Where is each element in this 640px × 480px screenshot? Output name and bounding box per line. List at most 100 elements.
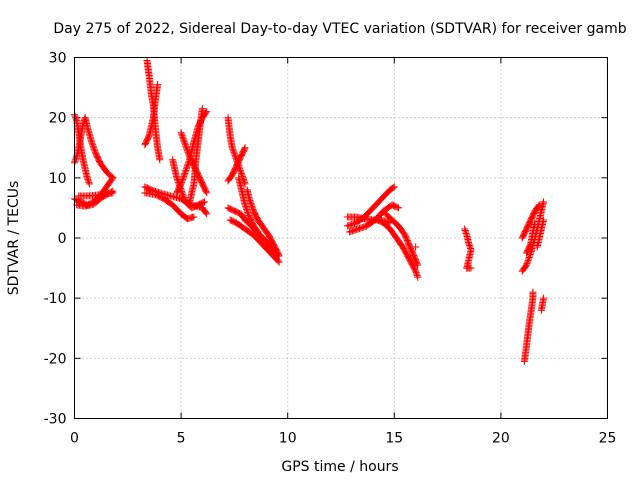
data-point-marker <box>84 175 92 183</box>
data-point-marker <box>85 180 93 188</box>
data-point-marker <box>173 174 181 182</box>
data-point-marker <box>350 226 358 234</box>
data-point-marker <box>360 223 368 231</box>
data-point-marker <box>241 201 249 209</box>
data-point-marker <box>412 267 420 275</box>
data-point-marker <box>179 175 187 183</box>
data-point-marker <box>72 114 80 122</box>
data-point-marker <box>525 255 533 263</box>
x-tick-label: 15 <box>385 431 403 447</box>
data-point-marker <box>390 183 398 191</box>
data-point-marker <box>89 142 97 150</box>
y-tick-label: 30 <box>49 51 67 67</box>
data-point-marker <box>343 222 351 230</box>
data-point-marker <box>237 169 245 177</box>
data-point-marker <box>179 174 187 182</box>
data-point-marker <box>179 133 187 141</box>
data-point-marker <box>185 159 193 167</box>
series-arc-11 <box>169 156 209 212</box>
data-point-marker <box>181 169 189 177</box>
data-point-marker <box>535 201 543 209</box>
series-arc-32 <box>520 288 537 365</box>
data-point-marker <box>180 172 188 180</box>
data-point-marker <box>461 225 469 233</box>
data-point-marker <box>109 189 117 197</box>
data-point-marker <box>414 261 422 269</box>
data-point-marker <box>524 257 532 265</box>
data-point-marker <box>156 193 164 201</box>
data-point-marker <box>178 132 186 140</box>
y-axis-label: SDTVAR / TECUs <box>6 181 22 296</box>
data-point-marker <box>180 195 188 203</box>
y-tick-label: -20 <box>44 351 67 367</box>
data-point-marker <box>177 180 185 188</box>
data-point-marker <box>540 216 548 224</box>
data-point-marker <box>72 115 80 123</box>
series-arc-29 <box>518 201 543 242</box>
data-point-marker <box>199 199 207 207</box>
data-point-marker <box>413 270 421 278</box>
data-point-marker <box>236 166 244 174</box>
data-point-marker <box>413 260 421 268</box>
series-arc-2 <box>71 111 93 188</box>
plot-frame <box>74 57 608 419</box>
data-point-marker <box>412 269 420 277</box>
data-point-marker <box>91 147 99 155</box>
series-arc-13 <box>186 105 206 206</box>
data-point-marker <box>275 252 283 260</box>
series-arc-27 <box>463 264 475 272</box>
data-point-marker <box>230 150 238 158</box>
series-arc-7 <box>141 81 162 149</box>
data-point-marker <box>275 251 283 259</box>
data-point-marker <box>154 81 162 89</box>
data-point-marker <box>348 220 356 228</box>
data-point-marker <box>156 156 164 164</box>
data-point-marker <box>72 154 80 162</box>
y-tick-label: -10 <box>44 291 67 307</box>
x-tick-label: 20 <box>492 431 510 447</box>
data-point-marker <box>180 138 188 146</box>
data-point-marker <box>253 227 261 235</box>
data-point-marker <box>85 178 93 186</box>
data-point-marker <box>355 224 363 232</box>
data-point-marker <box>466 243 474 251</box>
data-point-marker <box>540 294 548 302</box>
data-point-marker <box>531 219 539 227</box>
data-point-marker <box>88 139 96 147</box>
data-point-marker <box>201 198 209 206</box>
data-point-marker <box>203 189 211 197</box>
series-arc-26 <box>461 225 475 272</box>
data-point-marker <box>246 196 254 204</box>
series-arc-24 <box>382 210 422 269</box>
data-point-marker <box>185 157 193 165</box>
data-point-marker <box>353 225 361 233</box>
data-point-marker <box>243 205 251 213</box>
grid-layer <box>74 57 608 419</box>
data-point-marker <box>354 225 362 233</box>
data-point-marker <box>181 168 189 176</box>
series-arc-23 <box>373 216 422 281</box>
data-point-marker <box>178 177 186 185</box>
data-point-marker <box>90 144 98 152</box>
data-point-marker <box>89 141 97 149</box>
data-point-marker <box>238 171 246 179</box>
data-point-marker <box>345 221 353 229</box>
series-arc-22 <box>346 201 403 236</box>
series-arc-30 <box>522 219 539 257</box>
data-point-marker <box>465 242 473 250</box>
data-point-marker <box>84 177 92 185</box>
series-arc-31 <box>533 216 548 251</box>
data-point-marker <box>254 228 262 236</box>
data-point-marker <box>242 202 250 210</box>
data-point-marker <box>395 204 403 212</box>
x-tick-label: 25 <box>599 431 617 447</box>
data-point-marker <box>182 144 190 152</box>
data-point-marker <box>184 160 192 168</box>
data-point-marker <box>181 139 189 147</box>
data-point-marker <box>71 112 79 120</box>
data-point-marker <box>153 191 161 199</box>
x-tick-label: 10 <box>279 431 297 447</box>
series-arc-8 <box>141 183 211 218</box>
data-point-marker <box>461 226 469 234</box>
data-point-marker <box>462 228 470 236</box>
